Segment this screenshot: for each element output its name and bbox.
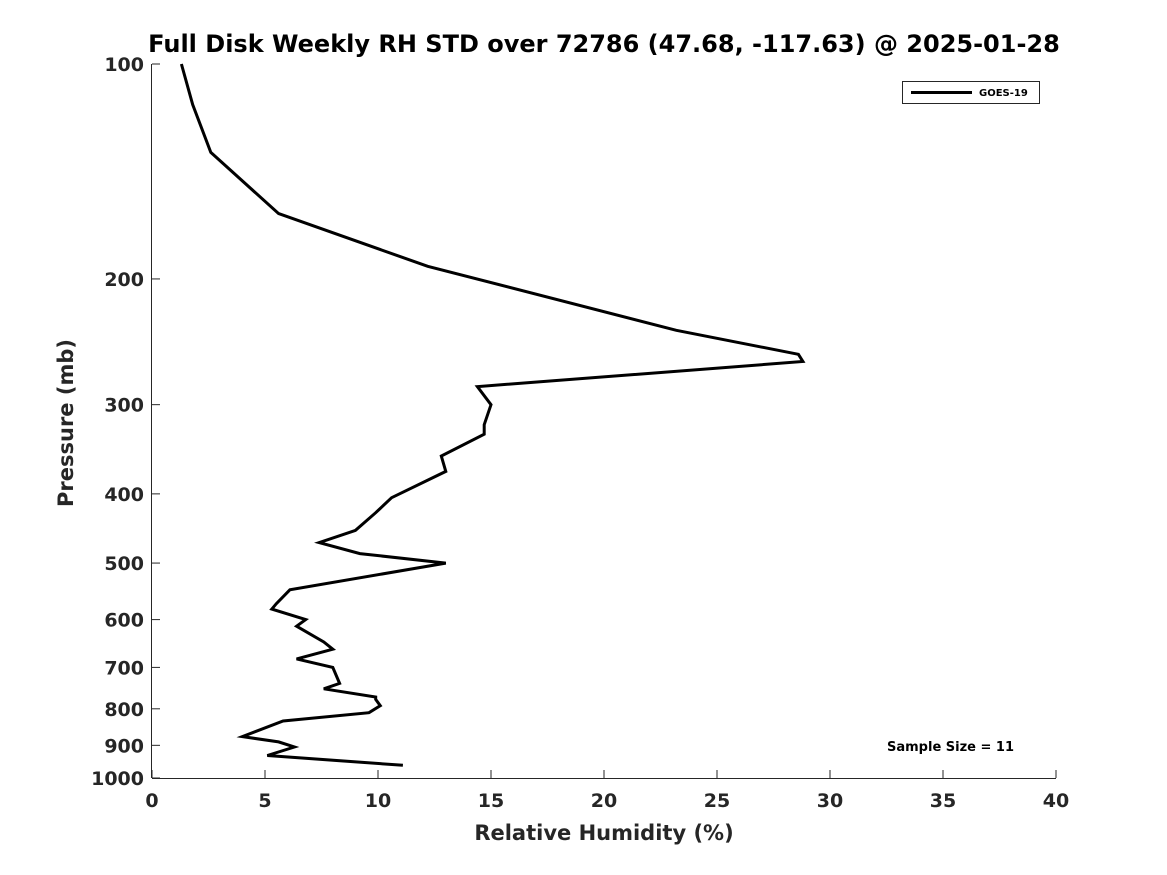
x-tick-label: 40 [1043, 790, 1069, 812]
x-tick-label: 5 [258, 790, 271, 812]
y-axis-label: Pressure (mb) [54, 339, 78, 507]
sample-size-annotation: Sample Size = 11 [887, 740, 1014, 755]
x-tick-label: 15 [478, 790, 504, 812]
plot-background [152, 64, 1056, 778]
y-tick-label: 300 [104, 395, 144, 417]
x-tick-label: 25 [704, 790, 730, 812]
x-tick-label: 20 [591, 790, 617, 812]
x-tick-label: 10 [365, 790, 391, 812]
series-line-goes-19 [179, 63, 806, 767]
y-tick-label: 1000 [91, 768, 144, 790]
x-tick-label: 30 [817, 790, 843, 812]
x-axis-label: Relative Humidity (%) [474, 821, 733, 845]
x-tick-label: 35 [930, 790, 956, 812]
y-tick-label: 800 [104, 699, 144, 721]
y-tick-label: 900 [104, 735, 144, 757]
x-tick-label: 0 [145, 790, 158, 812]
y-tick-label: 500 [104, 553, 144, 575]
plot-area [152, 64, 1056, 778]
y-tick-label: 400 [104, 484, 144, 506]
series-group [179, 63, 806, 767]
x-axis-ticks: 0 5 10 15 20 25 30 35 40 [145, 770, 1069, 812]
y-tick-label: 100 [104, 54, 144, 76]
legend-entry-goes-19: GOES-19 [979, 88, 1028, 99]
y-tick-label: 200 [104, 269, 144, 291]
y-tick-label: 700 [104, 657, 144, 679]
legend: GOES-19 [902, 81, 1040, 104]
y-tick-label: 600 [104, 610, 144, 632]
chart-title: Full Disk Weekly RH STD over 72786 (47.6… [148, 30, 1060, 58]
y-axis-ticks: 100 200 300 400 500 600 700 800 900 1000 [91, 54, 160, 790]
